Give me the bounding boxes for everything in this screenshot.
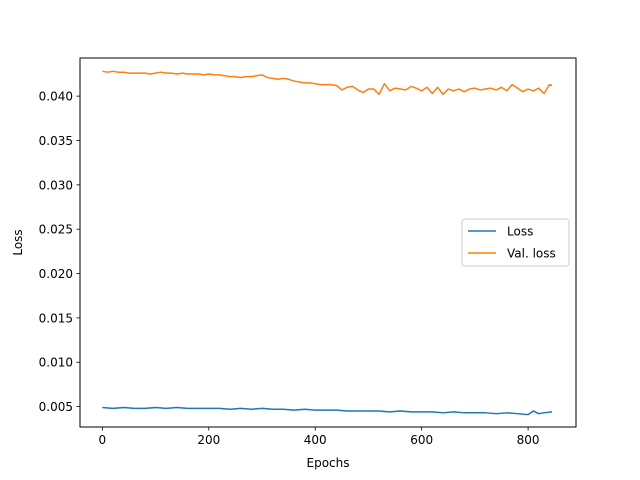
y-tick-label: 0.025 (39, 223, 73, 237)
series-line-loss (102, 406, 553, 416)
series-line-val-loss (102, 70, 553, 96)
x-tick-label: 600 (410, 433, 433, 447)
y-tick-label: 0.010 (39, 356, 73, 370)
x-tick-label: 0 (99, 433, 107, 447)
y-axis: 0.005 0.010 0.015 0.020 0.025 0.030 0.035 0.040 (39, 90, 80, 414)
legend: Loss Val. loss (461, 218, 570, 267)
legend-label-loss: Loss (507, 225, 533, 239)
y-axis-label: Loss (11, 229, 25, 255)
legend-label-val-loss: Val. loss (507, 247, 556, 261)
x-tick-label: 200 (197, 433, 220, 447)
y-tick-label: 0.015 (39, 311, 73, 325)
x-axis: 0 200 400 600 800 (99, 427, 540, 447)
y-tick-label: 0.030 (39, 178, 73, 192)
x-tick-label: 400 (304, 433, 327, 447)
y-tick-label: 0.005 (39, 400, 73, 414)
axes-frame (79, 57, 577, 428)
y-tick-label: 0.020 (39, 267, 73, 281)
x-axis-label: Epochs (307, 456, 350, 470)
plot-area (102, 70, 553, 416)
y-tick-label: 0.040 (39, 90, 73, 104)
y-tick-label: 0.035 (39, 134, 73, 148)
x-tick-label: 800 (517, 433, 540, 447)
